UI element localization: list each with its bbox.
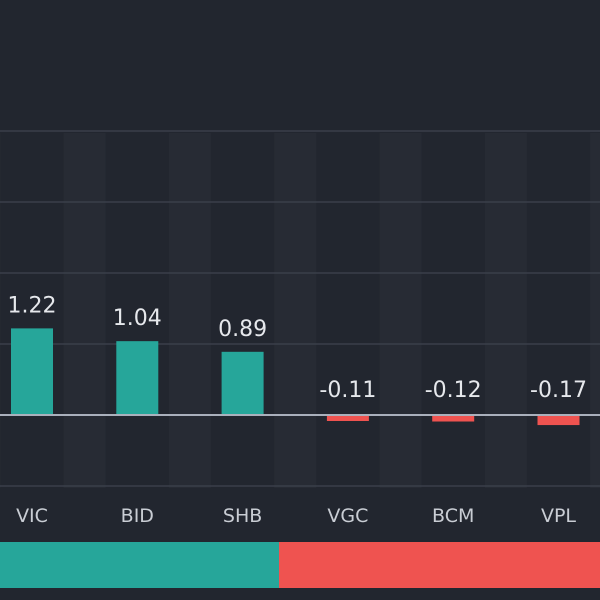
bar-shb <box>221 351 264 415</box>
bar-bcm <box>432 416 475 422</box>
value-label-vic: 1.22 <box>8 293 57 318</box>
category-label-vpl: VPL <box>541 505 576 527</box>
value-label-bcm: -0.12 <box>425 378 482 403</box>
value-label-bid: 1.04 <box>113 306 162 331</box>
value-label-vgc: -0.11 <box>319 378 376 403</box>
column-band <box>379 133 422 488</box>
value-label-shb: 0.89 <box>218 317 267 342</box>
bar-vgc <box>326 416 369 421</box>
value-label-vpl: -0.17 <box>530 378 587 403</box>
bar-chart: 1.22 1.04 0.89 -0.11 -0.12 -0.17 VIC BID SHB VGC… <box>0 130 600 527</box>
market-breadth-bar <box>0 542 600 588</box>
column-band <box>63 133 106 488</box>
category-label-vic: VIC <box>16 505 48 527</box>
column-band <box>274 133 317 488</box>
column-band <box>484 133 527 488</box>
category-label-vgc: VGC <box>327 505 368 527</box>
bar-vpl <box>537 416 580 426</box>
grid-lines <box>0 130 600 487</box>
bars <box>11 328 580 426</box>
category-label-bcm: BCM <box>432 505 474 527</box>
column-band <box>168 133 211 488</box>
category-label-shb: SHB <box>223 505 262 527</box>
category-labels: VIC BID SHB VGC BCM VPL <box>16 505 576 527</box>
category-label-bid: BID <box>121 505 154 527</box>
column-bands <box>0 133 600 488</box>
bar-bid <box>116 341 159 415</box>
bar-vic <box>11 328 53 415</box>
column-band <box>590 133 600 488</box>
breadth-up-segment <box>0 542 279 588</box>
value-labels: 1.22 1.04 0.89 -0.11 -0.12 -0.17 <box>8 293 587 403</box>
breadth-down-segment <box>279 542 600 588</box>
